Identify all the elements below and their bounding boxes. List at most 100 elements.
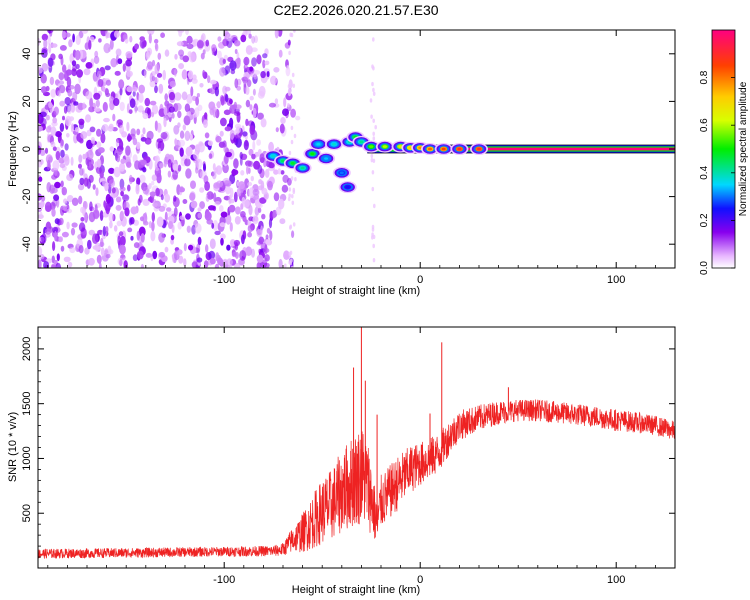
noise-speckle [258,236,265,245]
noise-speckle [119,87,123,96]
noise-speckle [54,230,57,242]
noise-speckle [102,178,108,188]
x-tick-label: 0 [417,274,423,286]
noise-speckle [370,158,374,163]
noise-speckle [209,257,216,265]
noise-speckle [88,229,96,236]
noise-speckle [171,112,175,119]
noise-speckle [102,225,107,237]
noise-speckle [127,227,133,233]
noise-speckle [210,79,217,85]
noise-speckle [264,262,270,268]
noise-speckle [78,163,82,169]
noise-speckle [245,118,249,127]
noise-speckle [119,162,126,172]
noise-speckle [275,127,279,133]
noise-speckle [203,163,206,172]
noise-speckle [288,193,292,198]
noise-speckle [207,75,211,84]
noise-speckle [70,227,76,236]
noise-speckle [224,264,230,268]
noise-speckle [66,76,72,88]
noise-speckle [72,91,78,102]
noise-speckle [287,84,291,89]
noise-speckle [369,98,373,103]
noise-speckle [280,117,286,124]
noise-speckle [128,174,133,185]
noise-speckle [61,31,67,39]
noise-speckle [93,55,100,64]
noise-speckle [198,141,204,147]
noise-speckle [97,245,101,251]
noise-speckle [47,30,54,34]
noise-speckle [88,39,92,50]
noise-speckle [147,61,153,70]
noise-speckle [190,86,194,97]
noise-speckle [220,237,224,246]
signal-blob [300,166,305,170]
noise-speckle [55,262,62,268]
noise-speckle [53,194,60,201]
noise-speckle [185,146,193,157]
noise-speckle [226,244,231,251]
noise-speckle [58,72,65,81]
noise-speckle [59,139,64,148]
noise-speckle [145,252,153,258]
noise-speckle [193,150,199,161]
noise-speckle [219,67,226,77]
noise-speckle [233,111,241,116]
noise-speckle [261,187,268,195]
noise-speckle [115,196,122,203]
noise-speckle [54,218,60,225]
noise-speckle [287,103,290,108]
noise-speckle [125,51,133,59]
noise-speckle [41,33,49,41]
noise-speckle [58,157,63,164]
noise-speckle [286,65,290,70]
noise-speckle [266,71,270,78]
noise-speckle [260,118,267,128]
noise-speckle [172,163,179,171]
noise-speckle [273,169,279,175]
noise-speckle [45,114,50,121]
spectrogram-data [38,30,675,268]
noise-speckle [88,161,92,169]
noise-speckle [291,194,294,199]
noise-speckle [156,216,164,228]
noise-speckle [264,254,270,262]
noise-speckle [154,63,160,75]
noise-speckle [226,258,233,267]
noise-speckle [116,119,123,125]
noise-speckle [179,147,184,157]
noise-speckle [58,217,64,226]
noise-speckle [164,100,170,107]
noise-speckle [226,33,233,42]
colorbar: 0.0 0.2 0.4 0.6 0.8 Normalized spectral ampl… [699,29,749,275]
noise-speckle [155,187,160,197]
noise-speckle [69,246,76,254]
noise-speckle [59,45,67,51]
noise-speckle [78,245,84,254]
noise-speckle [41,233,47,244]
noise-speckle [142,112,149,120]
noise-speckle [235,206,241,215]
noise-speckle [189,133,193,141]
noise-speckle [172,170,179,180]
noise-speckle [281,184,289,193]
noise-speckle [99,210,104,222]
noise-speckle [57,90,61,97]
noise-speckle [256,54,262,65]
noise-speckle [50,53,56,61]
noise-speckle [219,222,226,228]
noise-speckle [71,197,79,206]
noise-speckle [113,225,118,232]
noise-speckle [213,192,217,202]
signal-blob [457,147,462,151]
noise-speckle [108,123,114,130]
noise-speckle [252,188,260,196]
x-tick-label: 100 [607,574,625,586]
noise-speckle [186,93,193,104]
noise-speckle [114,70,121,76]
noise-speckle [261,213,266,220]
x-tick-label: -100 [213,574,235,586]
